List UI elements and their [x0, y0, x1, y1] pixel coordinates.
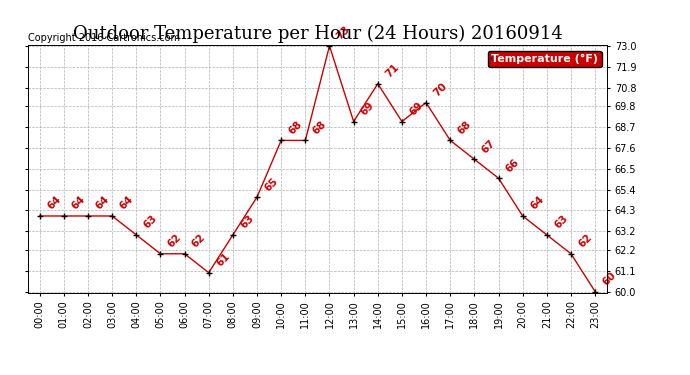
Text: 65: 65 — [263, 176, 280, 193]
Text: 69: 69 — [408, 100, 425, 117]
Title: Outdoor Temperature per Hour (24 Hours) 20160914: Outdoor Temperature per Hour (24 Hours) … — [72, 25, 562, 44]
Text: 61: 61 — [215, 251, 232, 268]
Text: 69: 69 — [359, 100, 377, 117]
Text: 70: 70 — [432, 81, 449, 99]
Text: 60: 60 — [601, 270, 618, 287]
Text: 68: 68 — [287, 119, 304, 136]
Text: 66: 66 — [504, 157, 522, 174]
Text: 63: 63 — [239, 213, 256, 231]
Text: 64: 64 — [94, 194, 111, 212]
Text: 63: 63 — [142, 213, 159, 231]
Text: 63: 63 — [553, 213, 570, 231]
Text: 62: 62 — [577, 232, 594, 250]
Text: 67: 67 — [480, 138, 497, 155]
Text: 68: 68 — [456, 119, 473, 136]
Text: 64: 64 — [46, 194, 63, 212]
Text: 64: 64 — [118, 194, 135, 212]
Text: 62: 62 — [190, 232, 208, 250]
Legend: Temperature (°F): Temperature (°F) — [488, 51, 602, 67]
Text: 71: 71 — [384, 62, 401, 80]
Text: 68: 68 — [311, 119, 328, 136]
Text: 73: 73 — [335, 24, 353, 42]
Text: 62: 62 — [166, 232, 184, 250]
Text: 64: 64 — [529, 194, 546, 212]
Text: 64: 64 — [70, 194, 87, 212]
Text: Copyright 2016 Cartronics.com: Copyright 2016 Cartronics.com — [28, 33, 179, 42]
